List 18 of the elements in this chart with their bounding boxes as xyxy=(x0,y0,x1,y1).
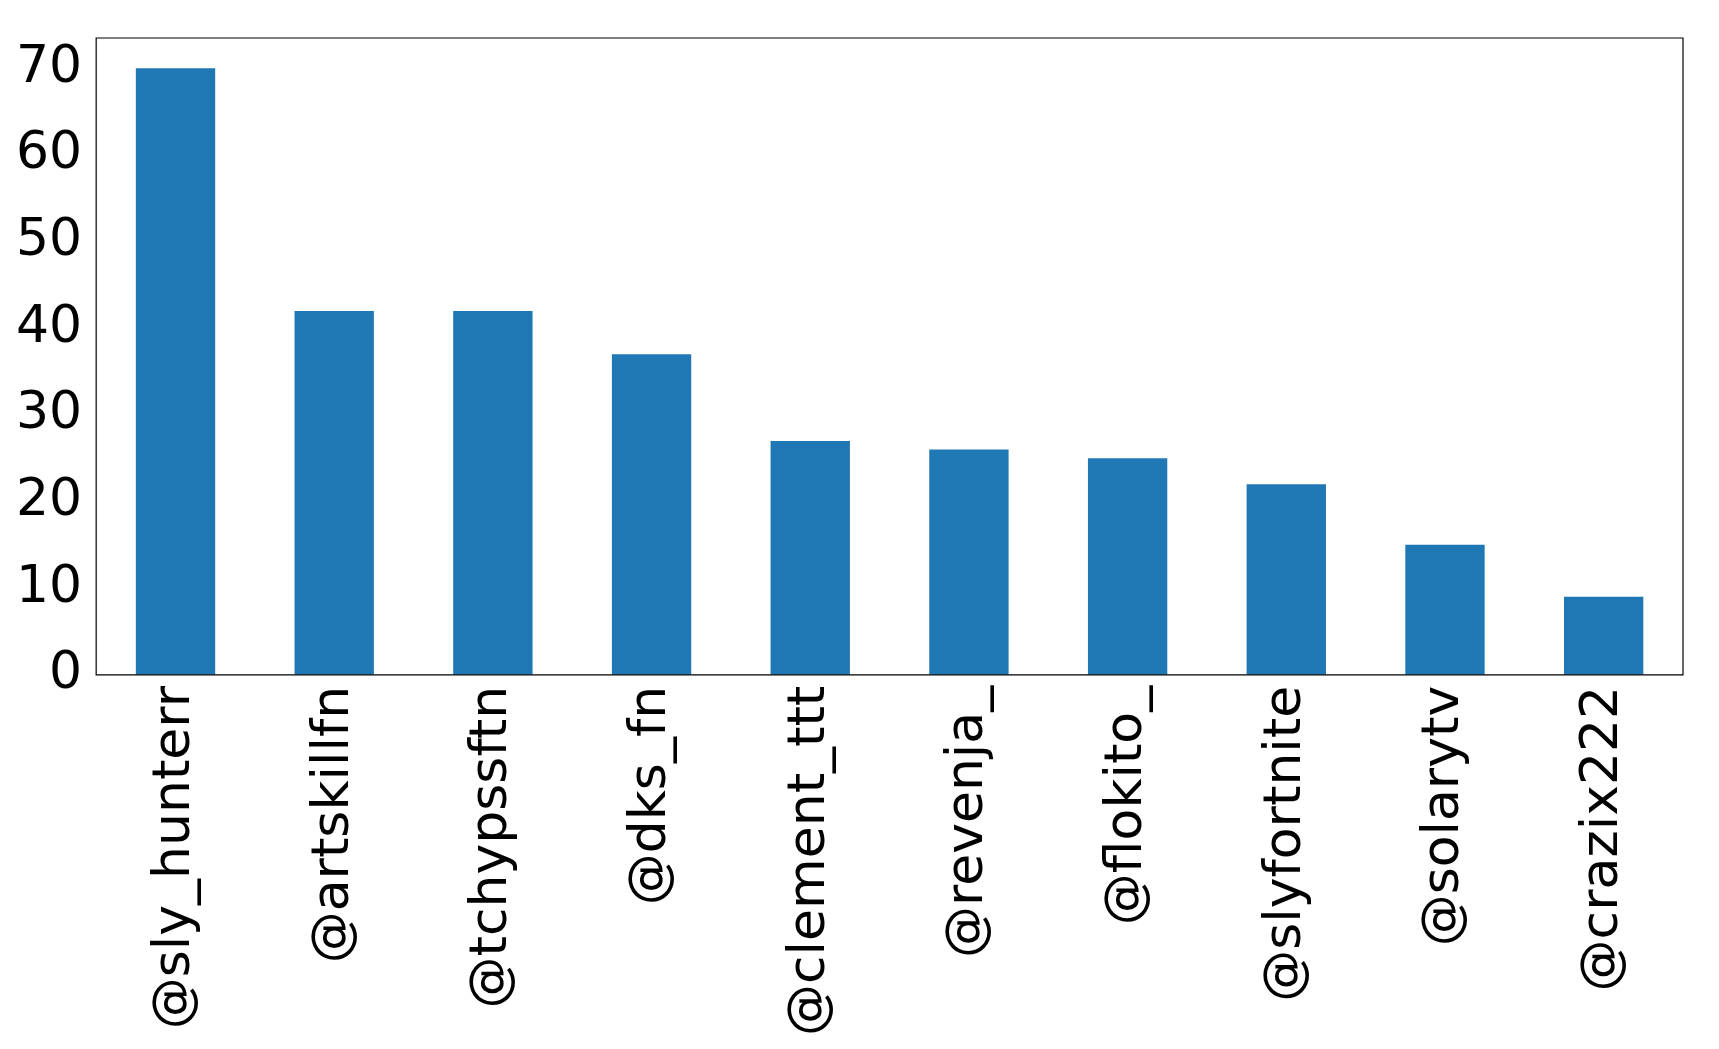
x-tick-label: @artskillfn xyxy=(299,685,360,964)
y-tick-label: 60 xyxy=(16,120,83,181)
y-tick-label: 30 xyxy=(16,380,83,441)
y-tick-label: 10 xyxy=(16,553,83,614)
x-tick-label: @slyfortnite xyxy=(1251,685,1312,1002)
x-tick-label: @revenja_ xyxy=(934,684,995,959)
x-tick-label: @tchypssftn xyxy=(458,685,519,1009)
x-tick-label: @sly_hunterr xyxy=(141,685,202,1030)
y-tick-label: 0 xyxy=(49,640,83,701)
x-tick-label: @solarytv xyxy=(1410,685,1471,947)
y-tick-label: 70 xyxy=(16,33,83,94)
y-tick-label: 40 xyxy=(16,293,83,354)
y-tick-label: 20 xyxy=(16,467,83,528)
x-tick-label: @clement_ttt xyxy=(775,685,836,1036)
x-tick-label: @dks_fn xyxy=(617,685,678,906)
x-tick-label: @flokito_ xyxy=(1093,684,1154,926)
x-tick-label: @crazix222 xyxy=(1569,685,1630,992)
y-tick-label: 50 xyxy=(16,207,83,268)
